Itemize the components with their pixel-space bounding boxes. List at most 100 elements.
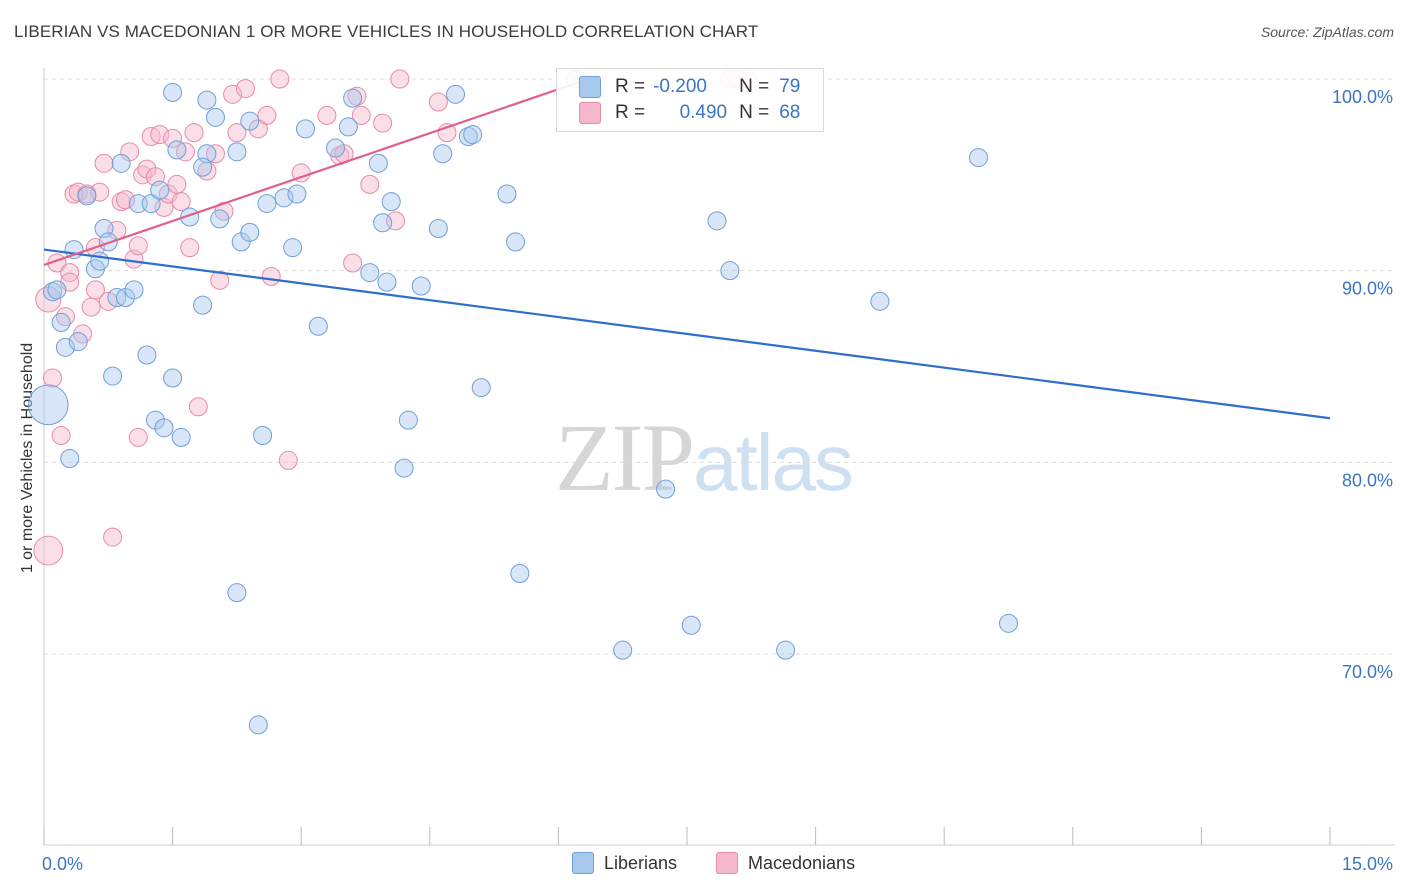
macedonians-point	[210, 270, 230, 290]
liberians-point	[287, 184, 307, 204]
legend-item-macedonians[interactable]: Macedonians	[716, 852, 855, 874]
macedonians-point	[128, 236, 148, 256]
liberians-point	[137, 345, 157, 365]
liberians-point	[163, 368, 183, 388]
liberians-point	[433, 144, 453, 164]
macedonians-point	[150, 125, 170, 145]
y-tick-label: 100.0%	[1332, 87, 1393, 107]
liberians-point	[111, 153, 131, 173]
macedonians-point	[278, 450, 298, 470]
liberians-point	[373, 213, 393, 233]
legend-item-liberians[interactable]: Liberians	[572, 852, 677, 874]
macedonians-point	[261, 266, 281, 286]
legend-label-macedonians: Macedonians	[748, 852, 856, 873]
liberians-point	[776, 640, 796, 660]
liberians-point	[240, 111, 260, 131]
legend-r-value-liberian: -0.200	[653, 76, 707, 97]
liberians-point	[167, 140, 187, 160]
macedonians-point	[428, 92, 448, 112]
macedonians-point	[317, 105, 337, 125]
liberians-point	[27, 384, 69, 426]
liberians-point	[707, 211, 727, 231]
macedonians-point	[223, 84, 243, 104]
macedonians-point	[85, 280, 105, 300]
macedonians-point	[171, 192, 191, 212]
macedonians-point	[257, 105, 277, 125]
macedonians-point	[351, 105, 371, 125]
liberians-point	[295, 119, 315, 139]
series-legend: Liberians Macedonians	[0, 852, 1406, 876]
liberians-point	[274, 188, 294, 208]
axes	[43, 68, 1395, 846]
liberians-point	[368, 153, 388, 173]
macedonians-point	[360, 174, 380, 194]
legend-n-label: N =	[739, 76, 770, 97]
liberians-point	[870, 291, 890, 311]
macedonians-point	[51, 426, 71, 445]
macedonians-point	[184, 123, 204, 143]
gridlines	[44, 78, 1395, 655]
liberians-point	[506, 232, 526, 252]
liberians-point	[283, 238, 303, 258]
liberians-point	[411, 276, 431, 296]
macedonians-point	[60, 263, 80, 283]
liberians-point	[968, 148, 988, 168]
macedonians-point	[167, 174, 187, 194]
liberians-point	[51, 312, 71, 332]
y-tick-label: 90.0%	[1342, 279, 1393, 299]
liberians-point	[124, 280, 144, 300]
liberians-point	[325, 138, 345, 158]
liberians-point	[68, 332, 88, 352]
x-tick-label-max: 15.0%	[1342, 854, 1393, 874]
liberians-point	[510, 564, 530, 583]
liberians-point	[193, 295, 213, 315]
liberians-point	[77, 186, 97, 206]
legend-swatch-macedonians	[716, 852, 738, 874]
liberians-point	[154, 418, 174, 438]
liberians-point	[463, 125, 483, 145]
liberians-point	[248, 715, 268, 735]
liberians-point	[999, 613, 1018, 633]
liberians-point	[471, 378, 491, 398]
liberians-point	[681, 615, 701, 635]
liberians-point	[193, 157, 213, 177]
legend-r-label: R =	[615, 102, 646, 123]
macedonians-point	[343, 253, 363, 273]
liberians-point	[150, 180, 170, 200]
legend-n-value-liberian: 79	[779, 76, 801, 97]
tick-labels: 100.0% 90.0% 80.0% 70.0% 0.0% 15.0%	[42, 87, 1393, 874]
liberians-point	[377, 272, 397, 292]
liberians-point	[55, 337, 75, 357]
macedonians-point	[188, 397, 208, 417]
macedonians-point	[227, 123, 247, 143]
legend-row-macedonian: R = 0.490 N = 68	[579, 101, 800, 125]
y-tick-label: 70.0%	[1342, 662, 1393, 682]
liberians-point	[163, 82, 183, 102]
liberians-point	[360, 263, 380, 283]
liberians-point	[398, 410, 418, 430]
macedonians-point	[270, 69, 290, 89]
macedonians-point	[90, 182, 110, 202]
liberians-point	[446, 84, 466, 104]
liberians-point	[656, 479, 676, 499]
macedonians-point	[43, 368, 63, 388]
liberians-point	[103, 366, 123, 386]
legend-r-label: R =	[615, 76, 646, 97]
liberians-point	[171, 427, 191, 447]
legend-swatch-liberians	[572, 852, 594, 874]
macedonians-point	[235, 79, 255, 99]
macedonians-point	[103, 527, 123, 547]
y-tick-label: 80.0%	[1342, 470, 1393, 490]
legend-row-liberian: R = -0.200 N = 79	[579, 75, 800, 99]
legend-swatch-blue	[579, 76, 601, 98]
legend-r-value-macedonian: 0.490	[679, 102, 728, 123]
source-label: Source: ZipAtlas.com	[1260, 24, 1394, 40]
chart-title: LIBERIAN VS MACEDONIAN 1 OR MORE VEHICLE…	[14, 22, 759, 41]
liberians-point	[720, 261, 740, 281]
liberians-point	[428, 219, 448, 238]
macedonians-point	[81, 297, 101, 317]
macedonians-point	[390, 69, 410, 89]
liberians-point	[497, 184, 517, 204]
legend-n-label: N =	[739, 102, 770, 123]
liberians-point	[90, 251, 110, 271]
